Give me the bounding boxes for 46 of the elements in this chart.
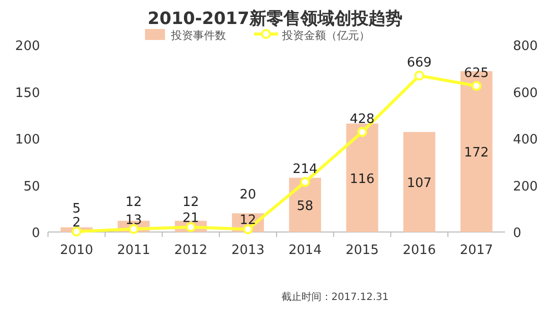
data-label: 107 [406, 176, 432, 191]
data-label: 13 [125, 212, 142, 228]
data-label: 625 [464, 66, 489, 81]
y-tick-label: 200 [15, 39, 40, 54]
y2-tick-label: 400 [513, 132, 538, 148]
data-label: 12 [125, 194, 142, 210]
bar [346, 124, 378, 232]
point [414, 70, 424, 81]
data-label: 20 [240, 187, 256, 202]
y2-tick-label: 600 [513, 86, 538, 101]
x-tick-label: 2013 [231, 243, 264, 258]
point [72, 226, 82, 237]
y2-tick-label: 0 [513, 226, 522, 241]
data-label: 21 [182, 211, 200, 226]
x-tick-label: 2016 [402, 243, 436, 258]
x-tick-label: 2014 [288, 243, 322, 258]
point [357, 126, 368, 137]
y-tick-label: 150 [15, 86, 40, 101]
y2-tick-label: 200 [513, 179, 538, 194]
text: 截止时间：2017.12.31 [281, 291, 389, 303]
data-label: 428 [350, 112, 375, 127]
x-tick-label: 2015 [346, 243, 379, 258]
data-label: 116 [350, 172, 375, 187]
data-label: 12 [240, 213, 256, 228]
point [471, 80, 482, 91]
x-tick-label: 2017 [460, 243, 493, 258]
y-tick-label: 0 [32, 226, 40, 241]
bar [403, 132, 436, 232]
data-label: 214 [292, 162, 318, 177]
x-tick-label: 2011 [117, 243, 150, 258]
point [242, 224, 253, 234]
data-label: 2 [72, 216, 81, 231]
point [300, 176, 310, 187]
data-label: 669 [406, 56, 432, 71]
chart-title: 2010-2017新零售领域创投趋势 [148, 9, 402, 29]
y-tick-label: 100 [15, 132, 40, 148]
data-label: 5 [72, 201, 81, 216]
legend-label: 投资事件数 [170, 29, 226, 42]
y-tick-label: 50 [23, 179, 40, 194]
x-tick-label: 2010 [60, 243, 94, 258]
data-label: 58 [296, 198, 314, 214]
data-label: 12 [182, 194, 200, 210]
x-tick-label: 2012 [174, 243, 208, 258]
data-label: 172 [464, 146, 489, 161]
y2-tick-label: 800 [513, 39, 538, 54]
legend-label: 投资金额（亿元） [281, 29, 370, 42]
